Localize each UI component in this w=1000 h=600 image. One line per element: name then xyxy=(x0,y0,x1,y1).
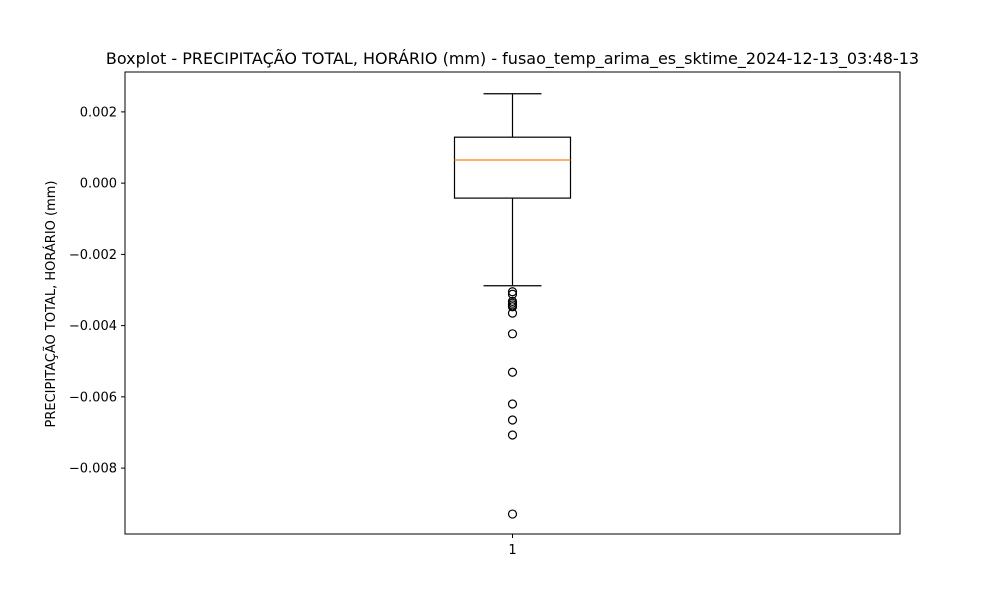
x-tick-label: 1 xyxy=(508,543,516,558)
y-tick-label: −0.006 xyxy=(69,390,117,405)
y-tick-label: −0.004 xyxy=(69,319,117,334)
outlier-point xyxy=(507,399,518,409)
y-tick-label: 0.000 xyxy=(80,177,117,192)
y-tick-label: −0.008 xyxy=(69,462,117,477)
outlier-point xyxy=(507,509,518,519)
outlier-point xyxy=(507,367,518,377)
y-tick-label: 0.002 xyxy=(80,105,117,120)
outlier-point xyxy=(507,287,518,297)
y-axis-label: PRECIPITAÇÃO TOTAL, HORÁRIO (mm) xyxy=(43,181,59,428)
chart-title: Boxplot - PRECIPITAÇÃO TOTAL, HORÁRIO (m… xyxy=(106,49,919,69)
plot-frame xyxy=(124,71,901,535)
iqr-box xyxy=(453,136,572,199)
outlier-point xyxy=(507,289,518,299)
plot-area: 0.002 0.000 −0.002 −0.004 −0.006 −0.008 1 xyxy=(69,93,572,558)
outlier-point xyxy=(507,302,518,312)
y-tick-label: −0.002 xyxy=(69,248,117,263)
outlier-point xyxy=(507,308,518,318)
outlier-point xyxy=(507,415,518,425)
outlier-point xyxy=(507,430,518,440)
outlier-point xyxy=(507,329,518,339)
